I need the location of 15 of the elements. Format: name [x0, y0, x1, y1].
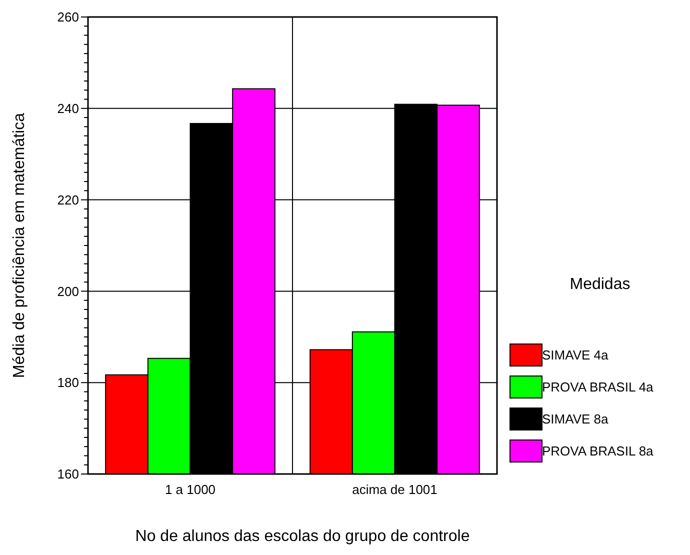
y-axis-title: Média de proficiência em matemática [11, 112, 28, 378]
x-tick-label: acima de 1001 [352, 482, 438, 497]
legend-label: SIMAVE 4a [542, 348, 609, 363]
legend-label: SIMAVE 8a [542, 412, 609, 427]
x-tick-label: 1 a 1000 [164, 482, 216, 497]
legend-label: PROVA BRASIL 4a [542, 380, 654, 395]
y-tick-label: 180 [57, 375, 79, 390]
y-tick-label: 220 [57, 192, 79, 208]
y-tick-label: 200 [57, 284, 79, 299]
legend-label: PROVA BRASIL 8a [542, 444, 654, 459]
x-axis-title: No de alunos das escolas do grupo de controle [135, 528, 470, 545]
legend-title: Medidas [570, 276, 630, 293]
y-tick-label: 240 [57, 100, 79, 116]
y-tick-label: 260 [57, 10, 79, 25]
y-tick-label: 160 [57, 466, 79, 482]
